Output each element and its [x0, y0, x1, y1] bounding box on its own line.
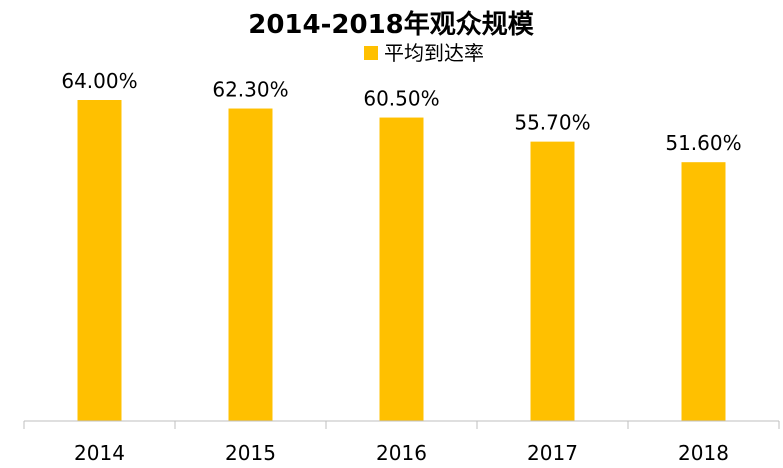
- data-label-2017: 55.70%: [514, 111, 590, 135]
- x-tick-label-2017: 2017: [527, 441, 578, 465]
- bar-2015: [228, 108, 273, 422]
- data-label-2014: 64.00%: [61, 69, 137, 93]
- legend-label: 平均到达率: [384, 41, 484, 65]
- x-tick-label-2014: 2014: [74, 441, 125, 465]
- x-tick-label-2018: 2018: [678, 441, 729, 465]
- x-tick-label-2016: 2016: [376, 441, 427, 465]
- legend-swatch: [364, 46, 378, 60]
- legend: 平均到达率: [364, 41, 484, 65]
- plot-area: 64.00% 2014 62.30% 2015 60.50% 2016 55.70% 2017…: [23, 69, 780, 465]
- bar-2014: [77, 100, 122, 421]
- data-label-2016: 60.50%: [363, 87, 439, 111]
- bar-2018: [681, 162, 726, 421]
- data-label-2018: 51.60%: [665, 131, 741, 155]
- bar-2017: [530, 141, 575, 421]
- x-tick-label-2015: 2015: [225, 441, 276, 465]
- bar-2016: [379, 117, 424, 421]
- data-label-2015: 62.30%: [212, 78, 288, 102]
- chart-title: 2014-2018年观众规模: [248, 9, 535, 40]
